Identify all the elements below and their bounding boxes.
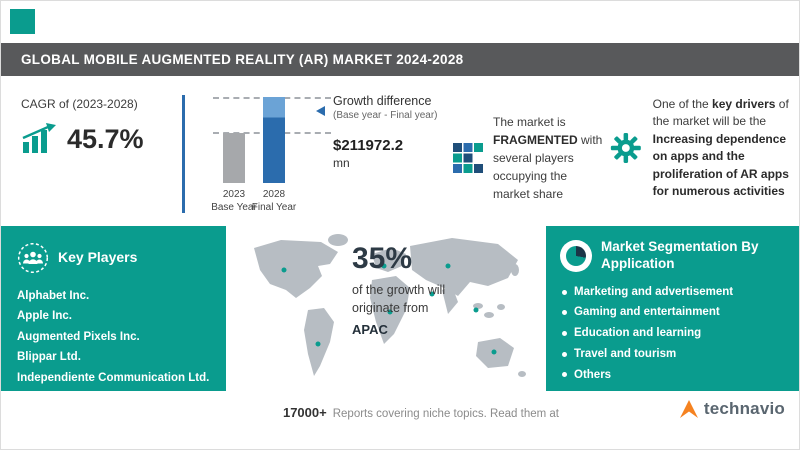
list-item: Apple Inc. bbox=[17, 310, 72, 323]
bar-label-2028: 2028 Final Year bbox=[251, 189, 297, 213]
bar-2023 bbox=[223, 133, 245, 183]
cagr-label: CAGR of (2023-2028) bbox=[21, 97, 138, 111]
technavio-wordmark: technavio bbox=[703, 399, 785, 418]
page-title: GLOBAL MOBILE AUGMENTED REALITY (AR) MAR… bbox=[21, 52, 464, 67]
segmentation-list: Marketing and advertisement Gaming and e… bbox=[562, 282, 799, 386]
growth-difference-unit: mn bbox=[333, 156, 350, 170]
apac-region: APAC bbox=[352, 322, 388, 337]
bullet-dot bbox=[562, 289, 567, 295]
list-item: Alphabet Inc. bbox=[17, 290, 90, 302]
bullet-dot bbox=[562, 372, 567, 378]
brand-corner-accent bbox=[10, 9, 35, 34]
blue-divider bbox=[182, 95, 185, 213]
cagr-section: CAGR of (2023-2028) 45.7% bbox=[21, 97, 176, 153]
gear-icon bbox=[610, 133, 641, 164]
growth-difference-label: Growth difference bbox=[333, 94, 432, 108]
bullet-dot bbox=[562, 351, 567, 357]
bar-chart bbox=[223, 97, 285, 183]
list-item: Independiente Communication Ltd. bbox=[17, 371, 210, 384]
key-players-panel: Key Players Alphabet Inc. Apple Inc. Aug… bbox=[1, 226, 226, 391]
segmentation-panel: Market Segmentation By Application Marke… bbox=[546, 226, 799, 391]
list-item: Education and learning bbox=[562, 323, 799, 344]
list-item: Travel and tourism bbox=[562, 344, 799, 365]
apac-share-value: 35% bbox=[352, 242, 413, 275]
list-item: Others bbox=[562, 365, 799, 386]
bar-label-2023: 2023 Base Year bbox=[211, 189, 257, 213]
fragmented-market-icon bbox=[453, 143, 483, 173]
growth-bars-icon bbox=[22, 123, 56, 153]
bullet-dot bbox=[562, 330, 567, 336]
footer-note-line: 17000+ Reports covering niche topics. Rea… bbox=[121, 405, 721, 420]
growth-difference-sub: (Base year - Final year) bbox=[333, 110, 438, 121]
list-item: Gaming and entertainment bbox=[562, 302, 799, 323]
technavio-logo-icon bbox=[679, 400, 698, 418]
segmentation-title: Market Segmentation By Application bbox=[601, 239, 759, 271]
list-item: Marketing and advertisement bbox=[562, 282, 799, 303]
people-icon bbox=[17, 242, 49, 274]
key-driver-section: One of the key drivers of the market wil… bbox=[609, 96, 793, 200]
list-item: Blippar Ltd. bbox=[17, 351, 81, 364]
pie-chart-icon bbox=[560, 239, 592, 272]
key-players-title: Key Players bbox=[58, 249, 138, 266]
growth-difference-value: $211972.2 bbox=[333, 137, 404, 154]
key-players-list: Alphabet Inc. Apple Inc. Augmented Pixel… bbox=[17, 286, 226, 388]
list-item: Augmented Pixels Inc. bbox=[17, 330, 140, 343]
world-map: 35% of the growth will originate from AP… bbox=[226, 226, 546, 391]
bullet-dot bbox=[562, 310, 567, 316]
bar-2028 bbox=[263, 97, 285, 183]
pointer-arrow-icon bbox=[316, 106, 325, 116]
growth-difference: Growth difference (Base year - Final yea… bbox=[333, 94, 453, 170]
key-driver-text: One of the key drivers of the market wil… bbox=[652, 97, 789, 198]
apac-share-text: of the growth will originate from bbox=[352, 283, 446, 315]
fragmented-section: The market is FRAGMENTED with several pl… bbox=[453, 113, 605, 203]
world-map-graphic bbox=[254, 234, 526, 377]
apac-stat: 35% of the growth will originate from AP… bbox=[352, 242, 512, 337]
footer-note: Reports covering niche topics. Read them… bbox=[332, 408, 560, 420]
reports-count: 17000+ bbox=[282, 405, 327, 420]
title-bar: GLOBAL MOBILE AUGMENTED REALITY (AR) MAR… bbox=[1, 43, 799, 76]
fragmented-text: The market is FRAGMENTED with several pl… bbox=[493, 115, 603, 201]
cagr-value: 45.7% bbox=[67, 124, 144, 154]
technavio-logo: technavio bbox=[678, 399, 785, 419]
